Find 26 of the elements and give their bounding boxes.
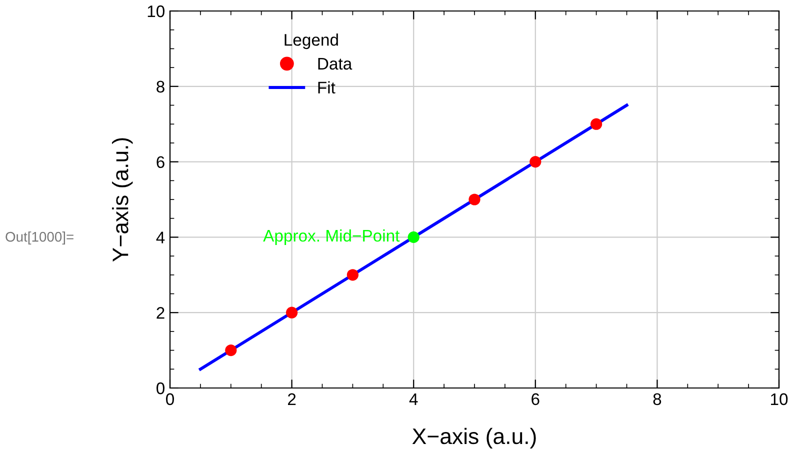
y-tick-label: 0 xyxy=(156,382,164,394)
y-tick-label: 4 xyxy=(156,232,165,244)
annotation: Approx. Mid−Point xyxy=(263,229,400,245)
y-tick-label: 6 xyxy=(156,156,164,168)
x-tick-label: 10 xyxy=(771,393,788,406)
point xyxy=(468,194,480,206)
point xyxy=(286,306,298,318)
point xyxy=(590,118,602,130)
x-tick-label: 8 xyxy=(653,393,662,406)
y-tick-label: 8 xyxy=(156,80,164,93)
y-tick-label: 10 xyxy=(148,5,164,18)
point xyxy=(530,156,542,168)
x-tick-label: 6 xyxy=(532,393,540,406)
legend-label: Fit xyxy=(318,81,336,94)
point xyxy=(225,344,237,356)
y-axis-title: Y−axis (a.u.) xyxy=(112,138,133,262)
x-axis-title: X−axis (a.u.) xyxy=(412,428,536,449)
point xyxy=(408,231,420,244)
legend-title: Legend xyxy=(284,34,338,50)
x-tick-label: 2 xyxy=(288,393,296,405)
y-tick-label: 2 xyxy=(156,307,164,319)
point xyxy=(346,269,359,281)
x-tick-label: 0 xyxy=(166,393,174,406)
legend-label: Data xyxy=(318,58,352,70)
text: Out[1000]= xyxy=(6,232,74,244)
x-tick-label: 4 xyxy=(409,393,418,405)
